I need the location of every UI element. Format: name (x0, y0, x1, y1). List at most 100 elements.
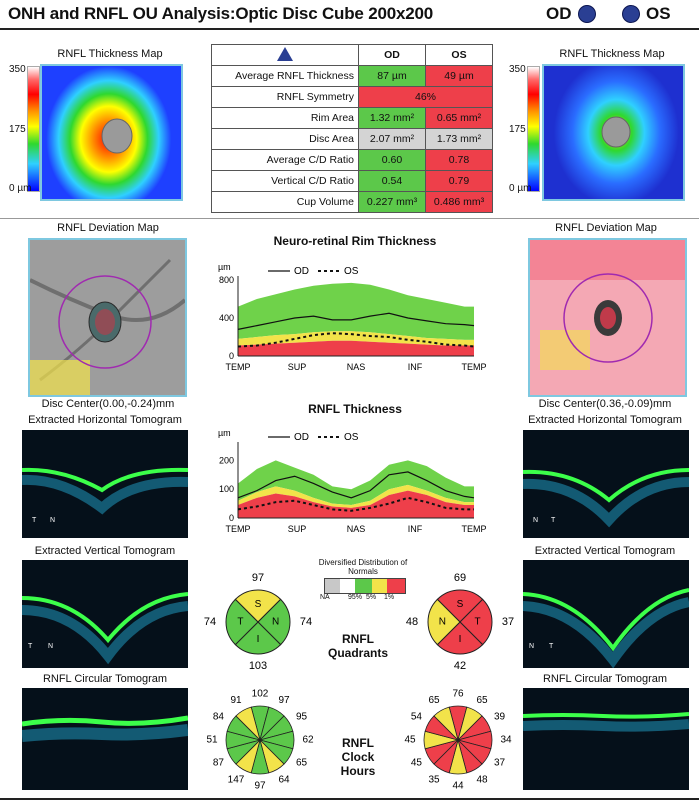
row-label: Average RNFL Thickness (211, 65, 359, 87)
rnfl-chart-title: RNFL Thickness (308, 402, 402, 416)
legend-os-label: OS (344, 266, 359, 277)
os-series-line (237, 332, 475, 348)
section-divider (0, 218, 699, 219)
legend-5-label: 5% (366, 594, 377, 601)
normal-band-red (238, 490, 474, 518)
legend-na-swatch (325, 579, 340, 593)
os-clock-hour-value: 45 (404, 735, 416, 746)
os-quadrant-value-N: 48 (406, 616, 418, 628)
od-series-line (237, 312, 475, 330)
od-quadrant-letter-N: N (272, 617, 279, 628)
x-tick-label: TEMP (461, 524, 486, 534)
os-quadrant-letter-N: N (439, 617, 446, 628)
os-deviation-title: RNFL Deviation Map (555, 222, 657, 234)
os-clock-hour-value: 65 (428, 695, 440, 706)
od-circular-tomogram-title: RNFL Circular Tomogram (42, 673, 168, 685)
os-clock-hour-segment (433, 706, 459, 742)
x-tick-label: SUP (288, 524, 307, 534)
os-clock-hour-value: 48 (476, 774, 488, 785)
od-deviation-title: RNFL Deviation Map (57, 222, 159, 234)
os-clock-hour-value: 44 (452, 781, 464, 792)
od-quadrant-letter-S: S (255, 599, 262, 610)
x-tick-label: INF (408, 362, 423, 372)
od-quadrant-value-S: 97 (252, 572, 264, 584)
row-label: Rim Area (211, 107, 359, 129)
legend-na-label: NA (320, 594, 330, 601)
os-quadrant-letter-S: S (457, 599, 464, 610)
legend-red-swatch (387, 579, 405, 593)
normals-legend-title: Diversified Distribution of Normals (318, 558, 408, 576)
od-clock-hour-value: 91 (230, 695, 242, 706)
quadrant-clock-charts: SNIT977410374STIN69374248102979562656497… (204, 572, 514, 792)
os-clock-hour-value: 76 (452, 689, 464, 700)
os-value: 1.73 mm² (425, 128, 493, 150)
row-label: Vertical C/D Ratio (211, 170, 359, 192)
od-value: 0.227 mm³ (358, 191, 426, 213)
od-quadrant-I (234, 621, 282, 655)
col-header-os: OS (425, 44, 493, 66)
os-clock-hour-value: 65 (476, 695, 488, 706)
od-scale-max: 350 (9, 64, 26, 75)
os-scale-max: 350 (509, 64, 526, 75)
svg-text:T: T (549, 643, 554, 650)
legend-95-label: 95% (348, 594, 363, 601)
svg-text:N: N (50, 517, 55, 524)
od-clock-hour-value: 102 (252, 689, 269, 700)
x-tick-label: TEMP (225, 362, 250, 372)
x-tick-label: INF (408, 524, 423, 534)
y-tick-label: 100 (219, 484, 234, 494)
od-quadrant-value-I: 103 (249, 660, 267, 672)
normal-band-red (238, 340, 474, 356)
legend-green-swatch (354, 579, 373, 593)
report-title: ONH and RNFL OU Analysis:Optic Disc Cube… (8, 4, 433, 23)
y-tick-label: 200 (219, 455, 234, 465)
od-clock-hour-segment (235, 706, 261, 742)
od-circular-tomogram (22, 688, 188, 790)
od-quadrant-S (234, 589, 282, 623)
os-clock-hour-value: 35 (428, 774, 440, 785)
legend-yellow-swatch (372, 579, 388, 593)
os-vertical-tomogram-title: Extracted Vertical Tomogram (534, 545, 676, 557)
os-value: 0.486 mm³ (425, 191, 493, 213)
od-disc-center: Disc Center(0.00,-0.24)mm (41, 398, 175, 410)
parameter-table: OD OS Average RNFL Thickness 87 µm 49 µm… (211, 44, 493, 213)
od-badge: OD (546, 4, 596, 24)
os-value: 49 µm (425, 65, 493, 87)
od-clock-hour-value: 51 (206, 735, 218, 746)
od-thickness-map-title: RNFL Thickness Map (57, 48, 163, 60)
od-clock-hour-value: 84 (213, 712, 225, 723)
os-deviation-map (528, 238, 687, 397)
quadrants-title: RNFL Quadrants (327, 632, 388, 660)
normal-band-yellow (238, 331, 474, 346)
os-eye-icon (622, 5, 640, 23)
y-axis-label: µm (218, 428, 231, 438)
row-label: Disc Area (211, 128, 359, 150)
x-tick-label: SUP (288, 362, 307, 372)
svg-text:T: T (28, 643, 33, 650)
od-quadrant-letter-I: I (257, 634, 260, 645)
od-series-line (237, 471, 475, 499)
symmetry-value: 46% (358, 86, 493, 108)
svg-text:T: T (551, 517, 556, 524)
row-label: Average C/D Ratio (211, 149, 359, 171)
y-tick-label: 0 (229, 513, 234, 523)
os-circular-tomogram-title: RNFL Circular Tomogram (542, 673, 668, 685)
os-quadrant-letter-I: I (459, 634, 462, 645)
od-value: 0.60 (358, 149, 426, 171)
bottom-border (0, 798, 699, 800)
col-header-od: OD (358, 44, 426, 66)
svg-text:N: N (529, 643, 534, 650)
od-scale-mid: 175 (9, 124, 26, 135)
od-clock-hour-value: 87 (213, 758, 225, 769)
normals-legend-bar (324, 578, 406, 594)
warning-icon (277, 46, 293, 61)
od-thickness-map (40, 64, 183, 201)
os-colorbar (527, 66, 540, 192)
os-quadrant-S (436, 589, 484, 623)
os-scale-min: 0 µm (509, 183, 532, 194)
od-clock-hour-value: 64 (278, 774, 290, 785)
os-value: 0.65 mm² (425, 107, 493, 129)
legend-1-label: 1% (384, 594, 395, 601)
x-tick-label: NAS (347, 524, 366, 534)
